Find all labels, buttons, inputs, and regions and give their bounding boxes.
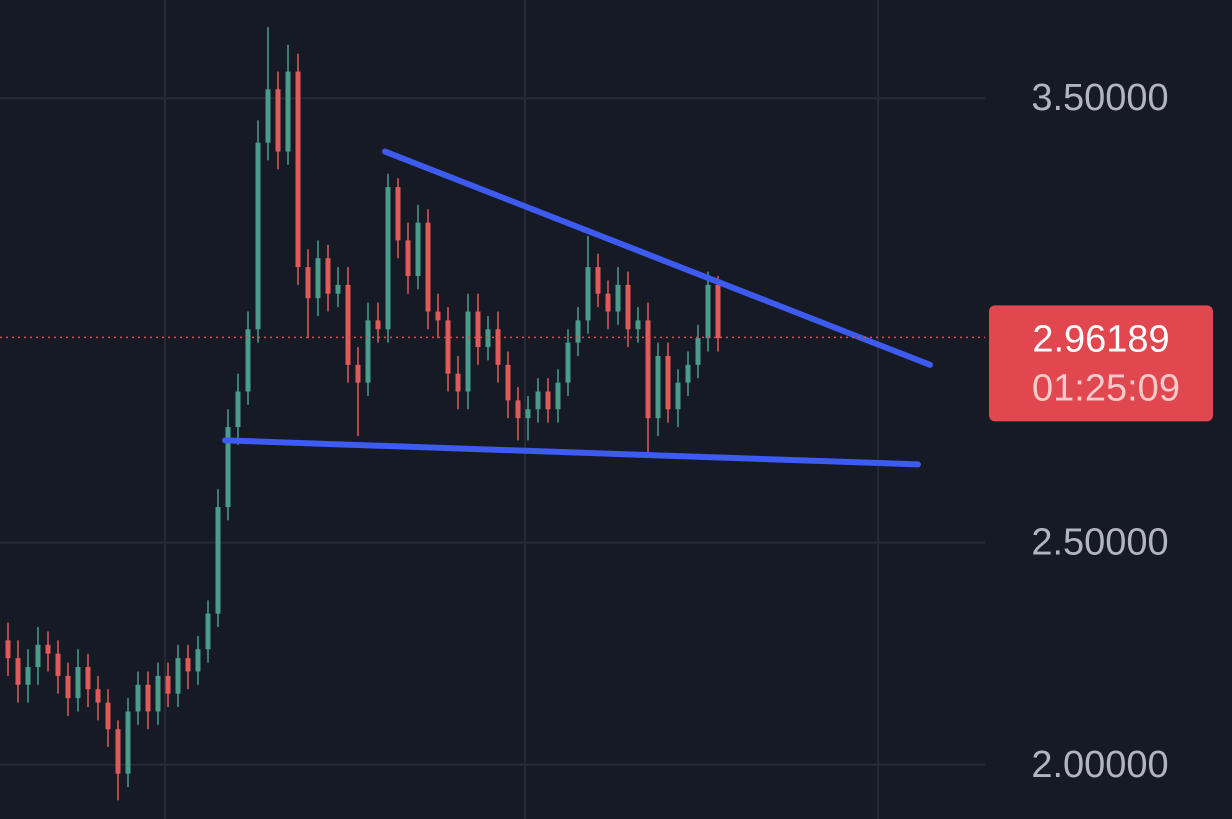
candle-body [5,640,11,659]
y-tick-label: 2.50000 [1031,522,1168,564]
candle-body [125,711,131,774]
candle-body [465,311,471,392]
candle-body [625,284,631,330]
candle-body [665,355,671,410]
candle-body [345,284,351,365]
candle-body [405,240,411,276]
candle-body [165,675,171,694]
candle-body [395,187,401,241]
candle-body [675,382,681,410]
candle-body [265,89,271,143]
candle-body [715,284,721,339]
candle-body [355,364,361,383]
candle-body [585,267,591,321]
candle-body [115,729,121,774]
candle-body [445,320,451,374]
candle-body [65,675,71,699]
candle-body [295,71,301,268]
candle-body [255,142,261,330]
candle-body [315,258,321,299]
candle-body [605,293,611,312]
candle-body [105,702,111,730]
candle-body [225,427,231,508]
candle-body [425,222,431,312]
candle-body [415,222,421,276]
candle-body [555,382,561,410]
candle-body [175,658,181,694]
candle-body [75,667,81,699]
candle-body [305,267,311,299]
candle-body [375,320,381,330]
candle-body [685,364,691,383]
candle-body [705,284,711,339]
y-tick-label: 3.50000 [1031,77,1168,119]
candle-body [205,613,211,650]
price-box [989,305,1213,422]
candle-body [85,667,91,690]
price-label: 2.96189 [1032,318,1169,360]
candle-body [235,391,241,428]
candle-body [155,675,161,712]
candle-body [695,338,701,365]
candle-body [615,284,621,312]
candle-body [515,400,521,419]
candle-body [635,320,641,330]
candle-body [545,391,551,410]
candle-body [365,320,371,383]
candle-body [535,391,541,410]
y-tick-label: 2.00000 [1031,744,1168,786]
candle-body [145,684,151,712]
candle-body [95,689,101,703]
candle-body [15,658,21,685]
candle-body [435,311,441,321]
candle-body [475,311,481,348]
candle-body [455,373,461,392]
candle-body [575,320,581,343]
candle-body [595,267,601,294]
candle-body [195,649,201,672]
candle-body [285,71,291,152]
candle-body [325,258,331,294]
candle-body [35,644,41,668]
candle-body [245,329,251,392]
candle-body [505,364,511,401]
candle-body [335,284,341,294]
candle-body [185,658,191,672]
candle-body [135,684,141,712]
candle-body [525,409,531,419]
candle-body [385,187,391,330]
candle-body [275,89,281,152]
candle-body [485,329,491,348]
candle-body [495,329,501,365]
candle-body [215,507,221,614]
countdown: 01:25:09 [1032,367,1180,409]
candle-body [645,320,651,419]
candle-body [45,644,51,654]
candle-body [55,653,61,676]
candle-body [655,355,661,419]
trendline [222,437,921,468]
candle-body [25,667,31,685]
candle-body [565,342,571,383]
trendline [382,148,933,368]
